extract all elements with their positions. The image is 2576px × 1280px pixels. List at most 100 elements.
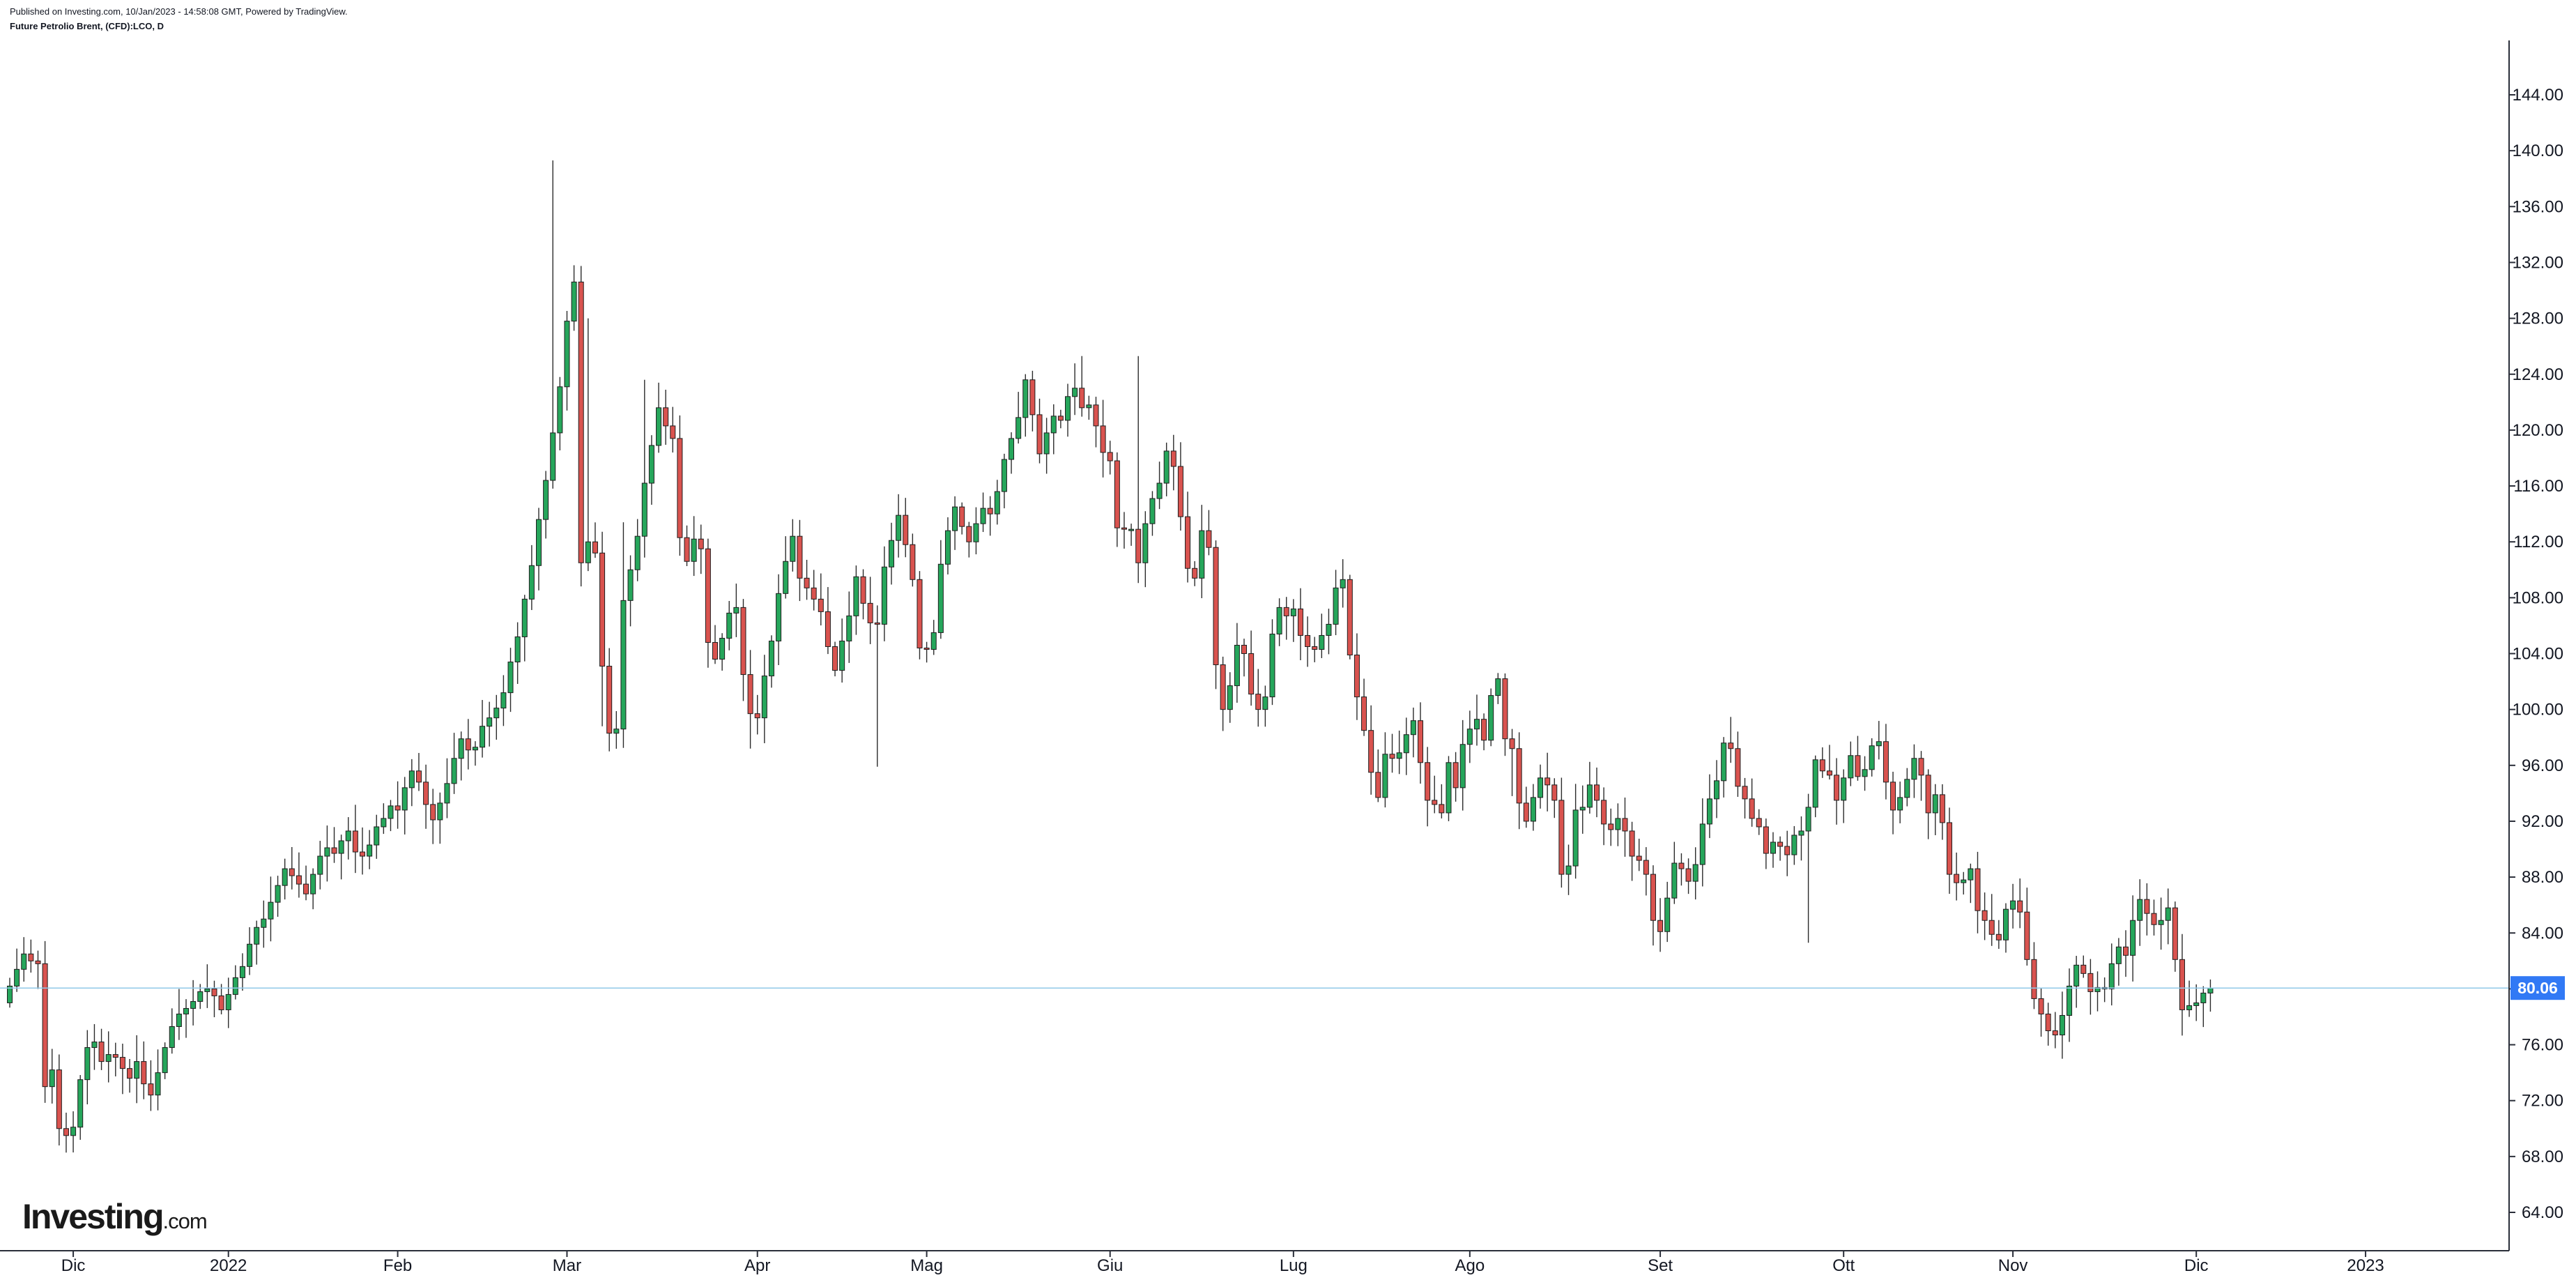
candle	[1403, 717, 1409, 775]
candle-body	[2024, 911, 2030, 960]
candle	[1981, 892, 1988, 940]
candle	[1086, 395, 1092, 420]
candle-body	[613, 729, 620, 734]
candle	[1961, 871, 1967, 895]
candle	[726, 600, 733, 650]
logo-tld-text: .com	[162, 1209, 207, 1233]
candle	[1192, 561, 1198, 586]
candle-body	[2158, 920, 2164, 925]
candle-body	[1481, 719, 1487, 741]
candle-body	[691, 538, 697, 562]
candle	[832, 641, 838, 677]
candle	[1699, 798, 1705, 887]
candle	[1481, 713, 1487, 751]
candle-body	[712, 641, 718, 660]
candle	[994, 480, 1000, 525]
candle	[1622, 798, 1628, 857]
candle-body	[2073, 964, 2080, 986]
candle	[303, 865, 309, 901]
candle-body	[458, 738, 464, 759]
candle-body	[1742, 786, 1748, 800]
candle-body	[1234, 644, 1240, 687]
candle-body	[254, 927, 260, 945]
candle	[2207, 979, 2214, 1012]
candle	[1227, 672, 1233, 723]
candle-body	[2052, 1030, 2058, 1036]
x-tick-label: Nov	[1998, 1256, 2028, 1275]
candle-body	[1756, 818, 1762, 828]
candle-body	[303, 883, 309, 894]
candle-body	[1262, 696, 1268, 710]
candle	[677, 415, 683, 556]
candle-body	[1925, 775, 1931, 814]
candle-body	[105, 1054, 112, 1062]
candle	[394, 781, 401, 829]
candle	[1057, 409, 1064, 429]
candle	[1241, 639, 1247, 677]
candle	[360, 827, 365, 875]
candle-body	[1163, 450, 1170, 484]
candle-body	[2059, 1014, 2065, 1036]
candle	[451, 733, 457, 794]
candle-body	[1446, 762, 1452, 814]
candle	[1163, 442, 1170, 496]
candle-body	[507, 662, 514, 694]
candle-body	[1558, 800, 1565, 875]
candle	[1142, 511, 1149, 588]
candle	[648, 435, 654, 505]
candle-body	[2017, 900, 2023, 913]
candle-body	[1699, 823, 1705, 865]
candle	[1185, 492, 1191, 583]
candle-body	[1509, 738, 1515, 749]
candle-body	[1050, 416, 1057, 434]
candle-body	[1333, 587, 1339, 625]
candle-body	[367, 844, 373, 857]
candle-body	[1798, 830, 1804, 836]
candle	[1347, 574, 1353, 660]
candle	[528, 544, 535, 611]
candle	[1911, 744, 1917, 798]
candle-body	[1361, 696, 1367, 731]
candle	[1135, 356, 1142, 584]
candle	[585, 318, 591, 572]
candle	[1538, 764, 1544, 809]
candle	[232, 965, 238, 1000]
candle-body	[232, 977, 238, 995]
y-tick-label: 100.00	[2513, 701, 2563, 719]
candle	[317, 841, 323, 890]
candle-body	[204, 988, 210, 992]
candle	[698, 524, 704, 574]
candle	[839, 618, 845, 683]
candle	[987, 496, 993, 536]
candle	[345, 817, 351, 860]
candle	[2052, 1012, 2058, 1049]
candle	[1756, 809, 1762, 835]
candle-body	[42, 963, 48, 1088]
candle	[105, 1031, 112, 1083]
candle	[381, 803, 387, 835]
y-tick-label: 132.00	[2513, 253, 2563, 272]
last-price-label: 80.06	[2517, 979, 2558, 997]
candle	[1777, 836, 1784, 861]
candle	[1312, 637, 1318, 662]
candle-body	[1629, 830, 1635, 857]
y-tick-label: 140.00	[2513, 142, 2563, 160]
candle-body	[1255, 694, 1262, 710]
y-tick-label: 92.00	[2522, 812, 2563, 831]
candle-body	[860, 576, 866, 604]
candle	[2137, 879, 2143, 946]
x-tick-label: Giu	[1097, 1256, 1123, 1275]
candle	[670, 406, 676, 453]
candle-body	[818, 598, 824, 612]
candle	[1234, 623, 1240, 703]
candle-body	[1904, 779, 1910, 798]
candle	[112, 1042, 118, 1076]
candle	[1721, 737, 1727, 798]
candle	[1100, 399, 1106, 478]
candle	[437, 792, 443, 844]
candle-body	[1714, 780, 1720, 800]
candle	[1904, 768, 1910, 807]
candle-body	[2186, 1005, 2193, 1010]
candle	[282, 858, 288, 900]
